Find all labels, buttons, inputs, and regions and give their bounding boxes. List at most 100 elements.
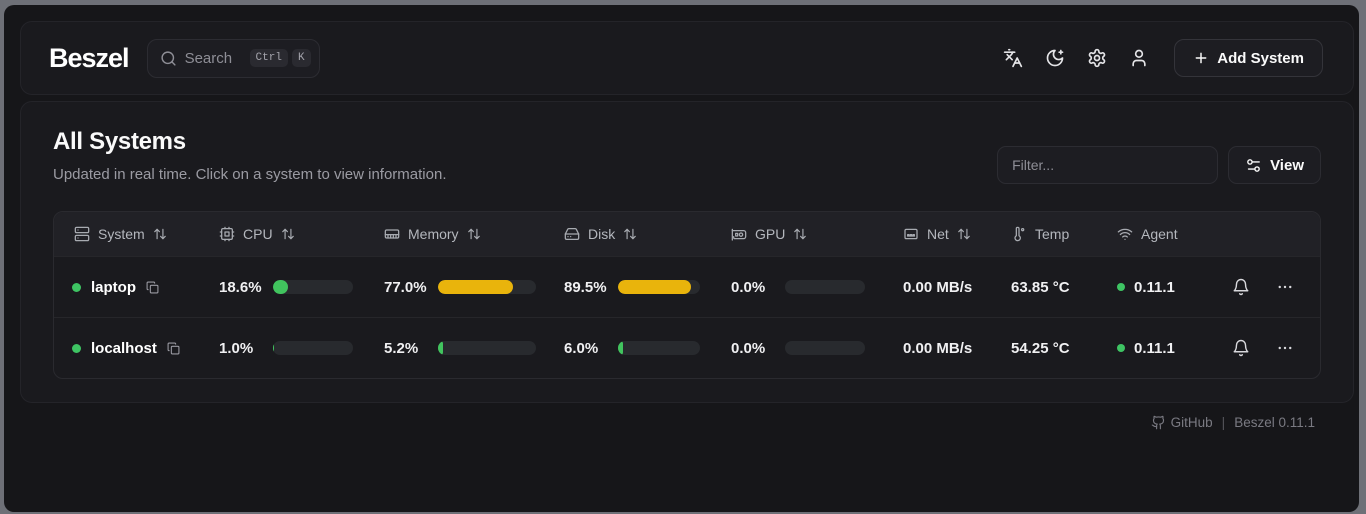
kbd-ctrl: Ctrl	[249, 49, 288, 67]
row-menu-button[interactable]	[1276, 339, 1294, 357]
memory-cell: 77.0%	[384, 279, 564, 296]
column-label: Disk	[588, 226, 616, 242]
alerts-bell-button[interactable]	[1232, 278, 1250, 296]
column-header-agent[interactable]: Agent	[1117, 226, 1226, 242]
cpu-cell: 1.0%	[219, 340, 384, 357]
copy-icon[interactable]	[167, 342, 180, 355]
filter-input[interactable]	[997, 146, 1219, 184]
add-system-label: Add System	[1217, 49, 1304, 67]
plus-icon	[1195, 52, 1207, 64]
hard-drive-icon	[564, 226, 580, 242]
column-header-memory[interactable]: Memory	[384, 226, 564, 242]
page-title: All Systems	[53, 128, 186, 155]
cpu-value: 1.0%	[219, 339, 254, 357]
system-name: laptop	[91, 278, 136, 296]
sort-icon	[623, 227, 637, 241]
gpu-progress-bar	[785, 341, 865, 355]
alerts-bell-button[interactable]	[1232, 339, 1250, 357]
net-value: 0.00 MB/s	[903, 278, 973, 296]
gpu-value: 0.0%	[731, 339, 766, 357]
column-header-disk[interactable]: Disk	[564, 226, 731, 242]
disk-value: 6.0%	[564, 339, 599, 357]
theme-toggle-button[interactable]	[1038, 41, 1072, 75]
gpu-value: 0.0%	[731, 278, 766, 296]
systems-table: System CPU Memory Disk	[53, 211, 1321, 379]
temp-value: 63.85 °C	[1011, 278, 1070, 296]
sort-icon	[467, 227, 481, 241]
add-system-button[interactable]: Add System	[1174, 39, 1323, 77]
column-label: Memory	[408, 226, 459, 242]
table-row-laptop[interactable]: laptop 18.6% 77.0% 89.5% 0.0%	[54, 256, 1320, 317]
temp-value: 54.25 °C	[1011, 339, 1070, 357]
cpu-progress-bar	[273, 341, 353, 355]
footer: GitHub | Beszel 0.11.1	[1151, 415, 1315, 430]
column-header-gpu[interactable]: GPU	[731, 226, 903, 242]
app-window: Beszel Search Ctrl K	[4, 5, 1359, 512]
column-header-system[interactable]: System	[54, 226, 219, 242]
memory-progress-bar	[438, 280, 536, 294]
gpu-cell: 0.0%	[731, 279, 903, 296]
user-icon	[1132, 49, 1146, 67]
memory-icon	[384, 226, 400, 242]
github-icon	[1151, 415, 1164, 430]
github-label: GitHub	[1170, 415, 1213, 430]
column-header-temp[interactable]: Temp	[1011, 226, 1117, 242]
sort-icon	[153, 227, 167, 241]
agent-status-dot	[1117, 283, 1125, 291]
agent-cell: 0.11.1	[1117, 340, 1226, 357]
search-shortcut: Ctrl K	[249, 49, 311, 67]
card-heading: All Systems Updated in real time. Click …	[53, 128, 447, 184]
disk-progress-bar	[618, 341, 700, 355]
view-button[interactable]: View	[1228, 146, 1321, 184]
column-label: GPU	[755, 226, 786, 242]
cpu-progress-bar	[273, 280, 353, 294]
column-header-net[interactable]: Net	[903, 226, 1011, 242]
column-label: Agent	[1141, 226, 1178, 242]
system-name: localhost	[91, 339, 157, 357]
settings-button[interactable]	[1080, 41, 1114, 75]
agent-version: 0.11.1	[1134, 339, 1175, 357]
copy-icon[interactable]	[146, 281, 159, 294]
view-button-label: View	[1270, 156, 1304, 174]
sort-icon	[957, 227, 971, 241]
language-button[interactable]	[996, 41, 1030, 75]
cpu-icon	[219, 226, 235, 242]
status-dot	[72, 343, 81, 353]
column-label: CPU	[243, 226, 273, 242]
agent-status-dot	[1117, 344, 1125, 352]
wifi-icon	[1117, 226, 1133, 242]
cpu-value: 18.6%	[219, 278, 262, 296]
gear-icon	[1088, 48, 1106, 68]
disk-cell: 6.0%	[564, 340, 731, 357]
github-link[interactable]: GitHub	[1151, 415, 1213, 430]
search-placeholder: Search	[184, 49, 233, 67]
gpu-icon	[731, 226, 747, 242]
footer-separator: |	[1221, 415, 1226, 430]
kbd-k: K	[291, 49, 311, 67]
table-row-localhost[interactable]: localhost 1.0% 5.2% 6.0% 0.0%	[54, 317, 1320, 378]
net-value: 0.00 MB/s	[903, 339, 973, 357]
status-dot	[72, 282, 81, 292]
sliders-icon	[1247, 158, 1260, 172]
version-text: Beszel 0.11.1	[1234, 415, 1315, 430]
column-header-cpu[interactable]: CPU	[219, 226, 384, 242]
memory-progress-bar	[438, 341, 536, 355]
search-input[interactable]: Search Ctrl K	[146, 38, 320, 78]
gpu-progress-bar	[785, 280, 865, 294]
row-menu-button[interactable]	[1276, 278, 1294, 296]
column-label: Net	[927, 226, 949, 242]
beszel-logo[interactable]: Beszel	[49, 42, 130, 73]
thermometer-icon	[1011, 226, 1027, 242]
sort-icon	[793, 227, 807, 241]
user-menu-button[interactable]	[1122, 41, 1156, 75]
memory-value: 5.2%	[384, 339, 419, 357]
page-subtitle: Updated in real time. Click on a system …	[53, 166, 447, 183]
table-header-row: System CPU Memory Disk	[54, 212, 1320, 256]
disk-value: 89.5%	[564, 278, 607, 296]
gpu-cell: 0.0%	[731, 340, 903, 357]
search-icon	[160, 50, 177, 67]
agent-version: 0.11.1	[1134, 278, 1175, 296]
column-label: Temp	[1035, 226, 1070, 242]
agent-cell: 0.11.1	[1117, 279, 1226, 296]
languages-icon	[1004, 48, 1023, 68]
